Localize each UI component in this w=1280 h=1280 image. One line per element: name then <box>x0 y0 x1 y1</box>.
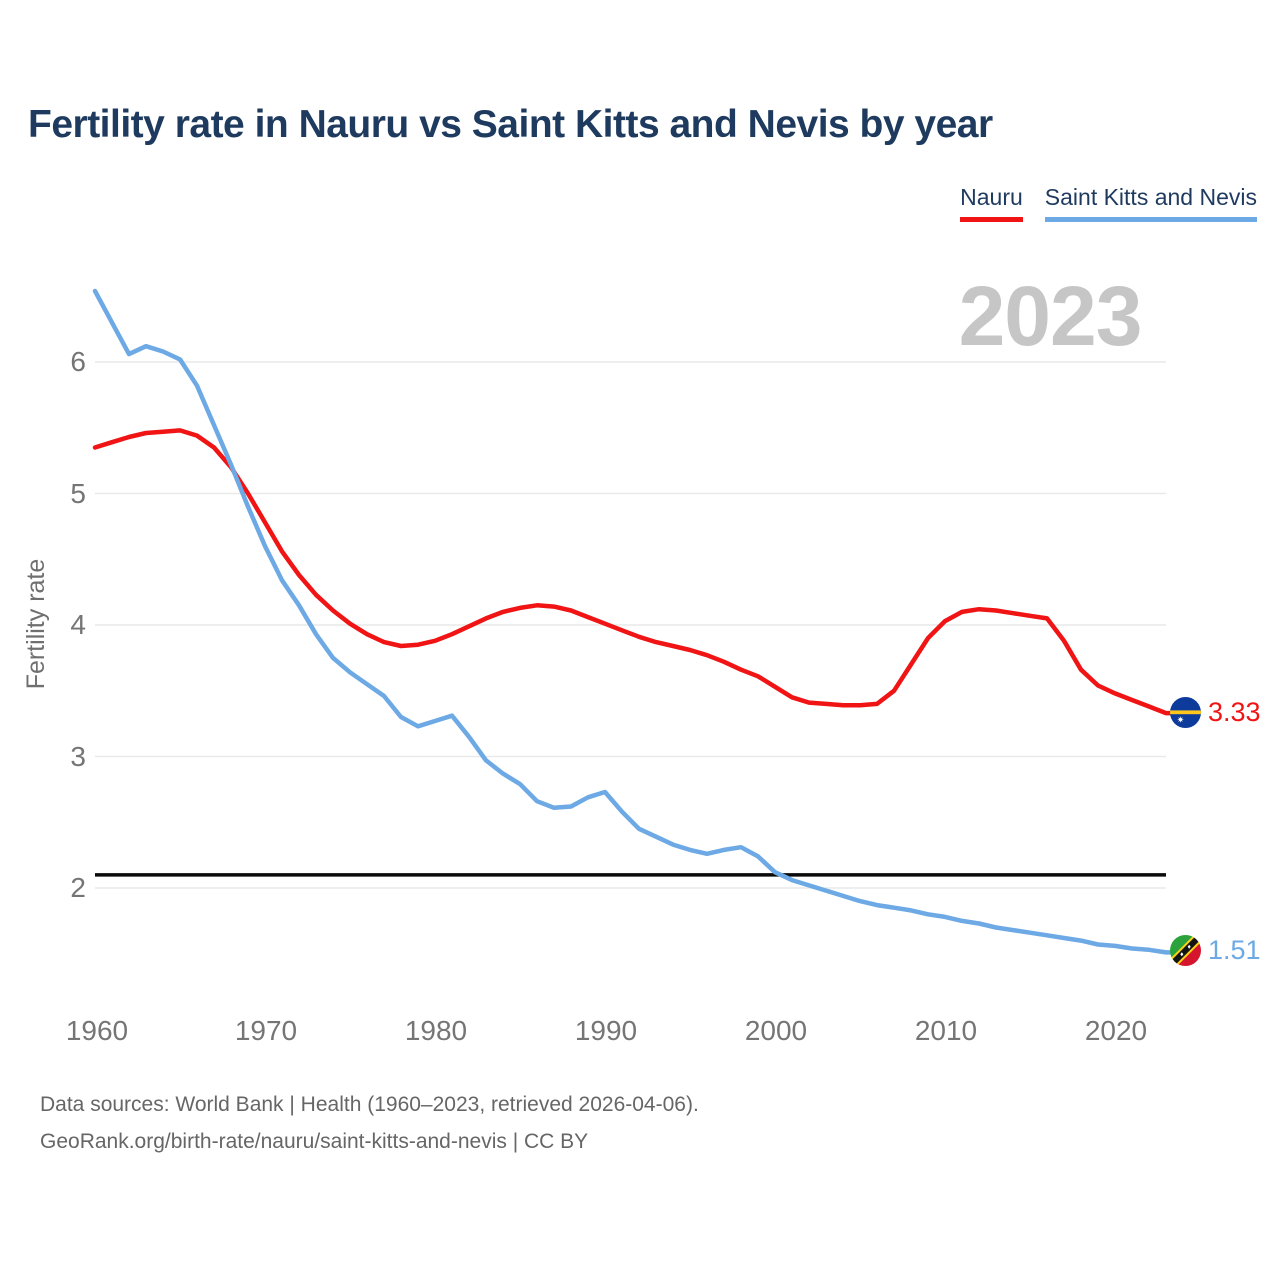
gridlines <box>95 361 1166 889</box>
saint-kitts-nevis-series-line <box>92 288 1176 955</box>
data-sources-line: Data sources: World Bank | Health (1960–… <box>40 1093 699 1116</box>
saint-kitts-nevis-flag-icon <box>1170 934 1201 966</box>
page-title: Fertility rate in Nauru vs Saint Kitts a… <box>28 103 993 146</box>
y-tick-6: 6 <box>70 346 86 377</box>
attribution-line: GeoRank.org/birth-rate/nauru/saint-kitts… <box>40 1130 589 1153</box>
nauru-end-value: 3.33 <box>1208 696 1261 727</box>
x-tick-2000: 2000 <box>745 1015 807 1046</box>
y-tick-3: 3 <box>70 741 86 772</box>
nauru-flag-icon <box>1170 696 1201 728</box>
nauru-series-line <box>92 428 1176 716</box>
year-watermark: 2023 <box>958 269 1143 363</box>
footer: Data sources: World Bank | Health (1960–… <box>40 1086 699 1160</box>
legend-item-saint-kitts-and-nevis[interactable]: Saint Kitts and Nevis <box>1044 184 1257 222</box>
x-tick-2020: 2020 <box>1085 1015 1147 1046</box>
y-tick-2: 2 <box>70 872 86 903</box>
y-axis-ticks: 6 5 4 3 2 <box>70 346 86 903</box>
x-tick-1960: 1960 <box>66 1015 128 1046</box>
legend-item-nauru[interactable]: Nauru <box>960 184 1023 222</box>
y-tick-5: 5 <box>70 478 86 509</box>
saint-kitts-nevis-end-label: 1.51 <box>1170 933 1261 967</box>
y-tick-4: 4 <box>70 609 86 640</box>
x-tick-1990: 1990 <box>575 1015 637 1046</box>
x-tick-1980: 1980 <box>405 1015 467 1046</box>
saint-kitts-nevis-end-value: 1.51 <box>1208 934 1261 965</box>
x-tick-2010: 2010 <box>915 1015 977 1046</box>
nauru-end-label: 3.33 <box>1170 695 1261 729</box>
x-axis-ticks: 1960 1970 1980 1990 2000 2010 2020 <box>66 1015 1147 1046</box>
y-axis-label: Fertility rate <box>22 559 50 690</box>
legend: Nauru Saint Kitts and Nevis <box>960 184 1257 222</box>
x-tick-1970: 1970 <box>235 1015 297 1046</box>
